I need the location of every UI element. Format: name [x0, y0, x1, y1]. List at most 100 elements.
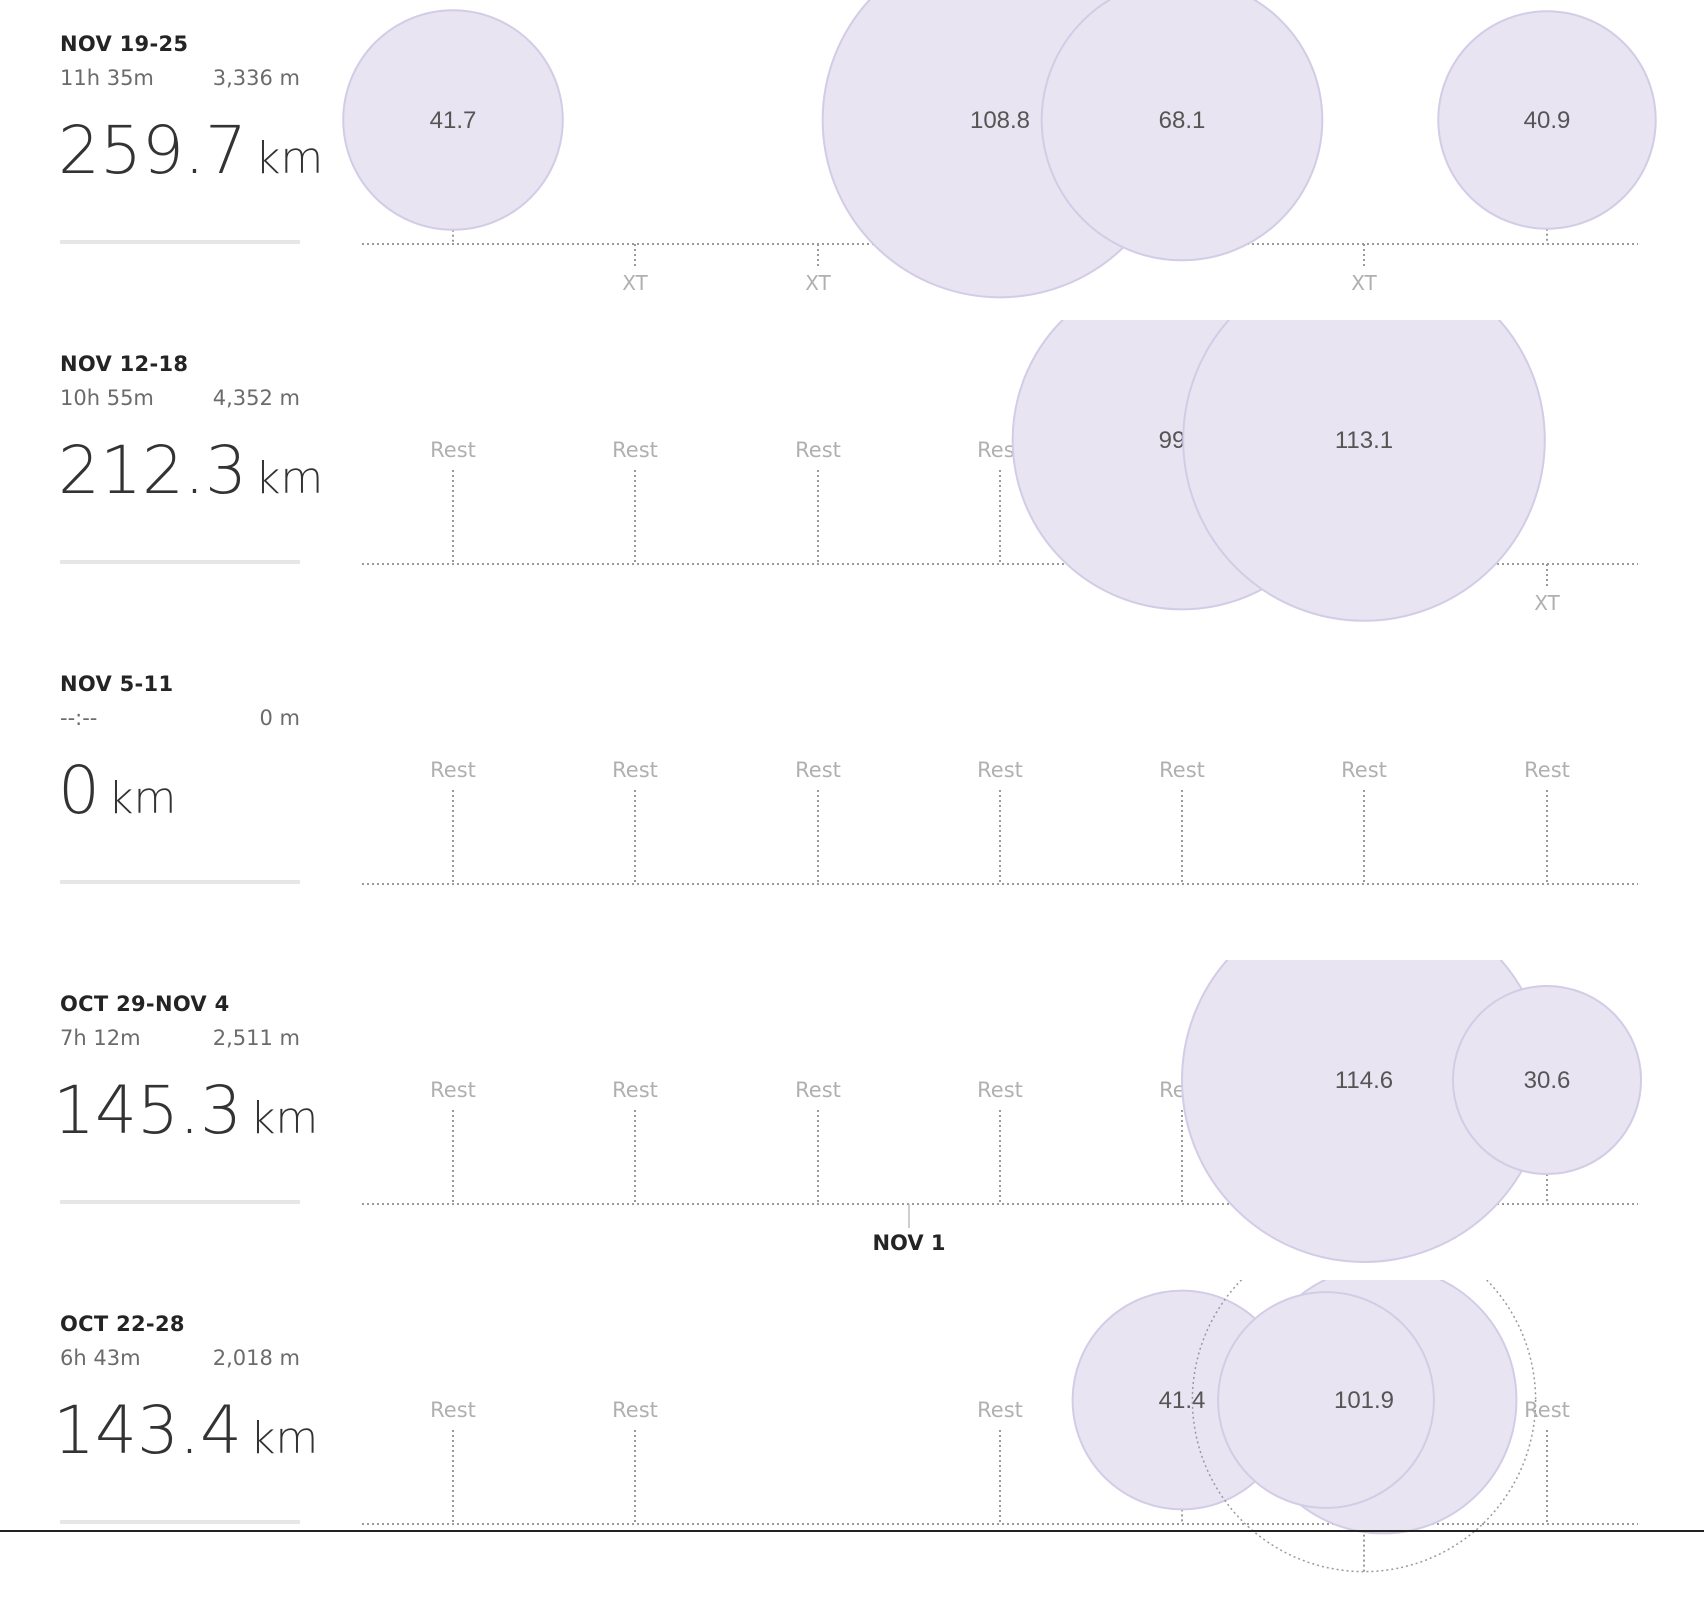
week-distance-value: 145.3	[53, 1072, 242, 1149]
cross-training-label: XT	[622, 271, 648, 295]
week-divider	[60, 1200, 300, 1204]
run-distance-label: 101.9	[1334, 1387, 1394, 1414]
run-bubble[interactable]	[1451, 984, 1643, 1176]
day-3: Rest	[795, 758, 841, 884]
run-distance-label: 40.9	[1524, 107, 1571, 134]
week-row[interactable]: NOV 12-18 10h 55m 4,352 m 212.3 km Rest Rest Re…	[0, 320, 1704, 640]
day-6: Rest	[1341, 758, 1387, 884]
rest-label: Rest	[977, 1078, 1023, 1102]
day-7[interactable]: 30.6	[1451, 984, 1643, 1204]
run-bubble[interactable]	[1040, 0, 1324, 262]
day-4: Rest	[977, 1398, 1023, 1524]
week-distance-value: 259.7	[58, 112, 247, 189]
day-2: Rest	[612, 438, 658, 564]
week-elevation: 3,336 m	[212, 66, 300, 90]
rest-label: Rest	[977, 758, 1023, 782]
week-distance: 143.4 km	[53, 1398, 318, 1464]
rest-label: Rest	[977, 1398, 1023, 1422]
day-5: Rest	[1159, 758, 1205, 884]
rest-label: Rest	[1159, 758, 1205, 782]
day-6[interactable]: 101.9	[1191, 1280, 1537, 1573]
week-row[interactable]: NOV 5-11 --:-- 0 m 0 km Rest Rest Rest Rest Rest R…	[0, 640, 1704, 960]
week-distance-value: 0	[58, 752, 100, 829]
day-6: XT	[1351, 244, 1378, 295]
day-6[interactable]: 113.1	[1182, 320, 1546, 622]
week-elevation: 2,511 m	[212, 1026, 300, 1050]
rest-label: Rest	[1524, 758, 1570, 782]
week-chart: Rest Rest Rest 41.4 101.9 Rest	[362, 1280, 1638, 1573]
week-distance-unit: km	[108, 773, 177, 824]
week-title: NOV 19-25	[60, 32, 189, 56]
day-2: Rest	[612, 1078, 658, 1204]
run-bubble[interactable]	[1437, 10, 1657, 230]
week-title: OCT 22-28	[60, 1312, 185, 1336]
week-title: NOV 12-18	[60, 352, 189, 376]
week-chart: 41.7 XT XT 108.8 68.1 XT 40.9	[342, 0, 1657, 299]
rest-label: Rest	[430, 758, 476, 782]
rest-label: Rest	[795, 1078, 841, 1102]
day-7[interactable]: 40.9	[1437, 10, 1657, 244]
week-divider	[60, 1520, 300, 1524]
week-divider	[60, 240, 300, 244]
month-marker-label: NOV 1	[872, 1231, 945, 1255]
week-distance-unit: km	[254, 453, 324, 504]
day-2: Rest	[612, 758, 658, 884]
rest-label: Rest	[430, 1398, 476, 1422]
week-duration: 6h 43m	[60, 1346, 141, 1370]
week-distance: 259.7 km	[58, 118, 323, 184]
week-elevation: 2,018 m	[212, 1346, 300, 1370]
day-1: Rest	[430, 1078, 476, 1204]
rest-label: Rest	[612, 438, 658, 462]
week-distance-unit: km	[249, 1413, 319, 1464]
day-2: XT	[622, 244, 649, 295]
run-bubble[interactable]	[342, 9, 564, 231]
week-elevation: 4,352 m	[212, 386, 300, 410]
day-1: Rest	[430, 758, 476, 884]
rest-label: Rest	[1524, 1398, 1570, 1422]
week-title: NOV 5-11	[60, 672, 174, 696]
week-distance: 145.3 km	[53, 1078, 318, 1144]
day-5[interactable]: 68.1	[1040, 0, 1324, 262]
run-distance-label: 68.1	[1159, 107, 1206, 134]
day-7: Rest	[1524, 758, 1570, 884]
week-row[interactable]: OCT 22-28 6h 43m 2,018 m 143.4 km Rest Rest Res…	[0, 1280, 1704, 1600]
cross-training-label: XT	[1534, 591, 1560, 615]
run-bubble[interactable]	[1182, 320, 1546, 622]
week-duration: 10h 55m	[60, 386, 154, 410]
week-distance: 212.3 km	[58, 438, 323, 504]
week-title: OCT 29-NOV 4	[60, 992, 230, 1016]
week-row[interactable]: NOV 19-25 11h 35m 3,336 m 259.7 km 41.7 XT XT 10…	[0, 0, 1704, 320]
week-elevation: 0 m	[259, 706, 301, 730]
day-7: Rest	[1524, 1398, 1570, 1524]
week-row[interactable]: OCT 29-NOV 4 7h 12m 2,511 m 145.3 km Rest Rest…	[0, 960, 1704, 1280]
rest-label: Rest	[612, 1398, 658, 1422]
rest-label: Rest	[612, 1078, 658, 1102]
run-distance-label: 41.4	[1159, 1387, 1206, 1414]
day-3: Rest	[795, 1078, 841, 1204]
week-divider	[60, 880, 300, 884]
run-distance-label: 41.7	[430, 107, 477, 134]
week-divider	[60, 560, 300, 564]
week-chart: Rest Rest Rest Rest Rest Rest Rest	[362, 758, 1638, 885]
week-distance-unit: km	[249, 1093, 319, 1144]
rest-label: Rest	[795, 438, 841, 462]
day-1: Rest	[430, 438, 476, 564]
cross-training-label: XT	[1351, 271, 1377, 295]
week-distance-unit: km	[254, 133, 324, 184]
day-7: XT	[1534, 564, 1561, 615]
week-duration: 7h 12m	[60, 1026, 141, 1050]
run-bubble[interactable]	[1217, 1291, 1435, 1509]
week-distance-value: 212.3	[58, 432, 247, 509]
week-duration: --:--	[60, 706, 98, 730]
day-1[interactable]: 41.7	[342, 9, 564, 244]
rest-label: Rest	[795, 758, 841, 782]
week-chart: Rest Rest Rest Rest 99.2 113.1XT	[362, 320, 1638, 622]
week-duration: 11h 35m	[60, 66, 154, 90]
run-distance-label: 108.8	[970, 107, 1030, 134]
rest-label: Rest	[612, 758, 658, 782]
rest-label: Rest	[430, 438, 476, 462]
run-distance-label: 113.1	[1335, 427, 1393, 454]
rest-label: Rest	[430, 1078, 476, 1102]
day-1: Rest	[430, 1398, 476, 1524]
